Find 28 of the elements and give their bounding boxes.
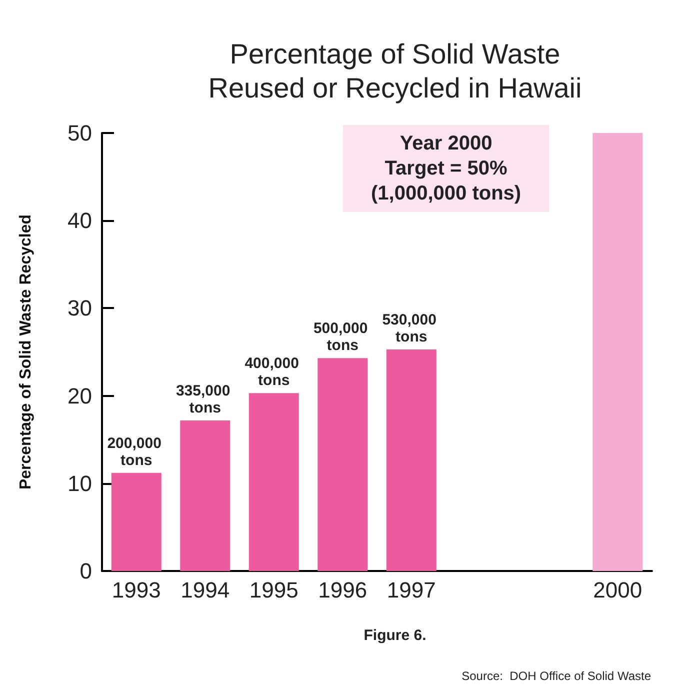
- bar: [248, 393, 299, 571]
- annotation: 530,000 tons: [382, 311, 441, 346]
- x-tick-label: 1996: [318, 578, 368, 602]
- annotation: 500,000 tons: [313, 320, 372, 354]
- y-tick-label: 20: [68, 383, 92, 408]
- y-tick-label: 50: [68, 120, 92, 146]
- bar: [592, 133, 643, 571]
- source-note: Source: DOH Office of Solid Waste: [462, 669, 652, 683]
- bar: [111, 472, 162, 571]
- x-tick-label: 1995: [249, 578, 298, 602]
- annotation: 200,000 tons: [107, 434, 166, 469]
- x-tick-label: 2000: [593, 578, 642, 602]
- caption: Figure 6.: [364, 627, 426, 644]
- x-tick-label: 1994: [180, 578, 230, 602]
- bar: [318, 358, 368, 571]
- bar: [180, 420, 230, 571]
- annotation: 335,000 tons: [176, 382, 234, 416]
- y-tick-label: 0: [80, 558, 92, 584]
- annotation: Year 2000 Target = 50% (1,000,000 tons): [370, 132, 522, 204]
- chart-title: Percentage of Solid Waste Reused or Recycled in Hawaii: [208, 38, 582, 104]
- x-tick-label: 1993: [112, 578, 161, 602]
- y-tick-label: 10: [68, 470, 92, 496]
- y-tick-label: 40: [68, 208, 92, 234]
- x-tick-label: 1997: [386, 578, 436, 602]
- annotation: 400,000 tons: [244, 355, 304, 390]
- y-tick-label: 30: [68, 296, 92, 321]
- bar: [386, 349, 436, 571]
- y-axis-title: Percentage of Solid Waste Recycled: [18, 214, 34, 490]
